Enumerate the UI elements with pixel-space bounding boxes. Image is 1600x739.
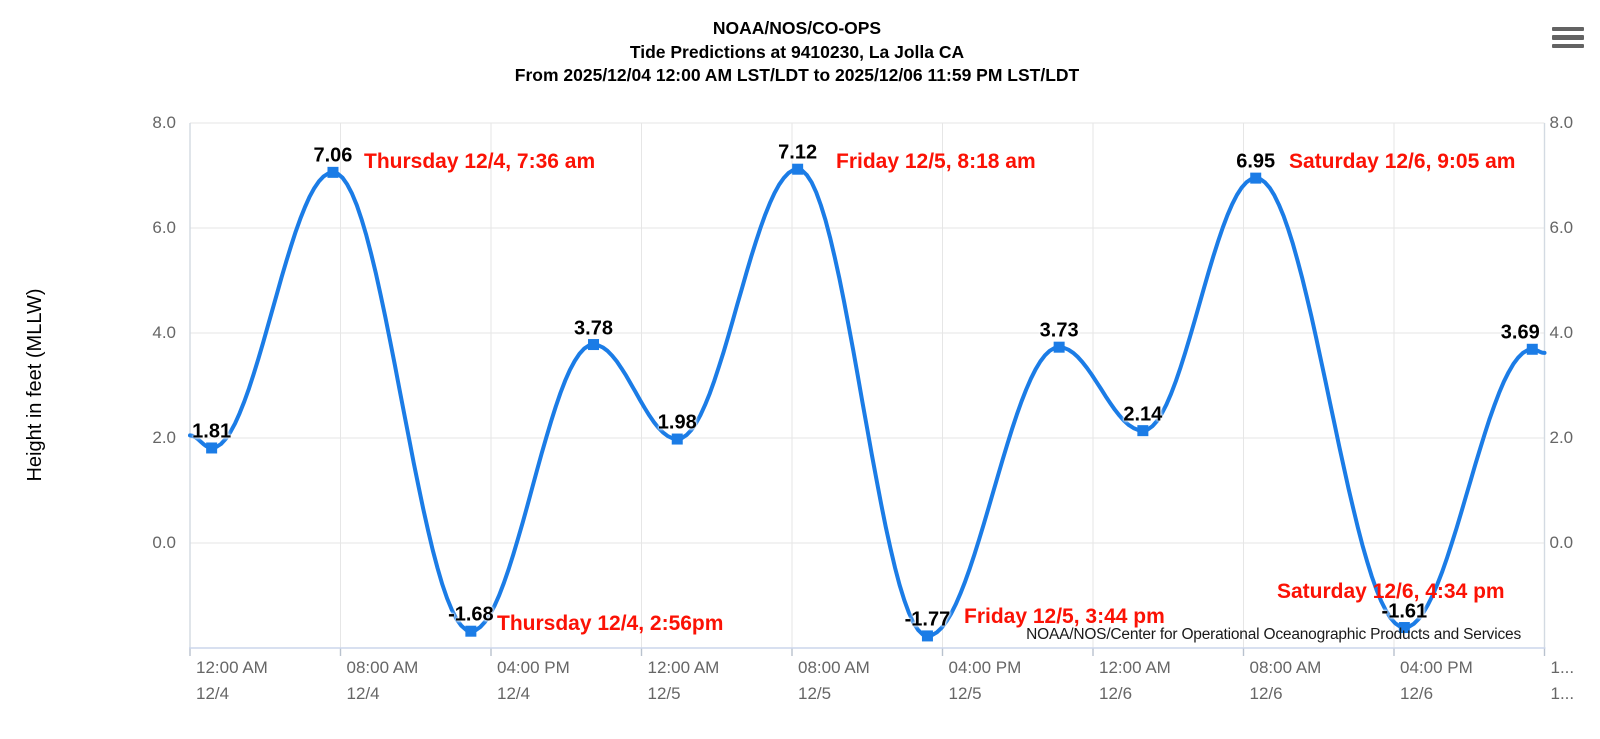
hamburger-bar — [1552, 43, 1584, 48]
x-axis-date: 12/5 — [948, 684, 982, 703]
x-axis-time: 04:00 PM — [1400, 658, 1473, 677]
data-point-marker — [792, 163, 804, 175]
point-value-label: -1.61 — [1381, 600, 1428, 623]
y-axis-label-right: 8.0 — [1549, 113, 1574, 132]
point-value-label: 6.95 — [1236, 150, 1276, 173]
data-point-marker — [1526, 343, 1538, 355]
y-axis-label-left: 2.0 — [152, 428, 176, 447]
data-point-marker — [327, 166, 339, 178]
tide-extreme-annotation: Saturday 12/6, 9:05 am — [1289, 150, 1516, 173]
x-axis-label: 12:00 AM 12/6 — [1099, 655, 1171, 707]
tide-extreme-annotation: Friday 12/5, 8:18 am — [836, 150, 1036, 173]
x-axis-label: 1... 1... — [1551, 655, 1575, 707]
x-axis-label: 12:00 AM 12/4 — [196, 655, 268, 707]
data-point-marker — [588, 339, 600, 351]
tide-extreme-annotation: Thursday 12/4, 7:36 am — [364, 150, 596, 173]
hamburger-bar — [1552, 35, 1584, 40]
x-axis-time: 08:00 AM — [798, 658, 870, 677]
x-axis-label: 12:00 AM 12/5 — [648, 655, 720, 707]
y-axis-label-right: 2.0 — [1549, 428, 1574, 447]
point-value-label: 2.14 — [1123, 403, 1163, 426]
point-value-label: 7.12 — [778, 141, 818, 164]
hamburger-menu-icon[interactable] — [1552, 27, 1584, 52]
x-axis-date: 12/4 — [346, 684, 380, 703]
noaa-watermark: NOAA/NOS/Center for Operational Oceanogr… — [1026, 626, 1521, 643]
point-value-label: -1.77 — [904, 608, 951, 631]
data-point-marker — [206, 442, 218, 454]
y-axis-label-left: 4.0 — [152, 323, 176, 342]
data-point-marker — [671, 433, 683, 445]
chart-title-line1: NOAA/NOS/CO-OPS — [712, 18, 882, 38]
tide-prediction-line — [188, 167, 1547, 638]
point-value-label: 3.69 — [1500, 321, 1540, 344]
chart-title-line3: From 2025/12/04 12:00 AM LST/LDT to 2025… — [514, 65, 1080, 85]
hamburger-bar — [1552, 27, 1584, 32]
data-point-marker — [465, 625, 477, 637]
x-axis-label: 04:00 PM 12/5 — [949, 655, 1022, 707]
x-axis-label: 08:00 AM 12/4 — [347, 655, 419, 707]
x-axis-date: 12/4 — [497, 684, 531, 703]
data-point-marker — [1398, 622, 1410, 634]
x-axis-time: 04:00 PM — [948, 658, 1022, 677]
x-axis-time: 12:00 AM — [196, 658, 268, 677]
x-axis-time: 1... — [1550, 658, 1575, 677]
point-value-label: 3.73 — [1039, 319, 1079, 342]
point-value-label: 7.06 — [313, 144, 353, 167]
x-axis-label: 04:00 PM 12/6 — [1400, 655, 1473, 707]
point-value-label: 1.98 — [657, 411, 697, 434]
tide-extreme-annotation: Saturday 12/6, 4:34 pm — [1277, 580, 1505, 603]
y-axis-label-left: 0.0 — [152, 533, 176, 552]
tide-extreme-annotation: Thursday 12/4, 2:56pm — [497, 612, 724, 635]
x-axis-label: 04:00 PM 12/4 — [497, 655, 570, 707]
y-axis-label-right: 6.0 — [1549, 218, 1574, 237]
point-value-label: 1.81 — [192, 420, 232, 443]
data-point-marker — [1250, 172, 1262, 184]
y-axis-label-right: 0.0 — [1549, 533, 1574, 552]
tide-extreme-annotation: Friday 12/5, 3:44 pm — [964, 605, 1165, 628]
y-axis-label-left: 6.0 — [152, 218, 176, 237]
data-point-marker — [1053, 341, 1065, 353]
x-axis-date: 12/5 — [647, 684, 681, 703]
x-axis-date: 12/6 — [1400, 684, 1434, 703]
x-axis-time: 08:00 AM — [346, 658, 419, 677]
x-axis-time: 08:00 AM — [1249, 658, 1322, 677]
x-axis-date: 12/4 — [196, 684, 230, 703]
chart-title-line2: Tide Predictions at 9410230, La Jolla CA — [629, 41, 965, 62]
x-axis-date: 12/6 — [1099, 684, 1133, 703]
x-axis-date: 12/6 — [1249, 684, 1283, 703]
y-axis-label-right: 4.0 — [1549, 323, 1574, 342]
x-axis-time: 12:00 AM — [1099, 658, 1171, 677]
point-value-label: 3.78 — [574, 317, 613, 340]
x-axis-time: 04:00 PM — [497, 658, 570, 677]
x-axis-date: 12/5 — [798, 684, 832, 703]
x-axis-label: 08:00 AM 12/5 — [798, 655, 870, 707]
data-point-marker — [921, 630, 933, 642]
y-axis-label-left: 8.0 — [152, 113, 176, 132]
x-axis-time: 12:00 AM — [647, 658, 720, 677]
data-point-marker — [1137, 425, 1149, 437]
chart-title: NOAA/NOS/CO-OPS Tide Predictions at 9410… — [0, 17, 1594, 88]
x-axis-label: 08:00 AM 12/6 — [1250, 655, 1322, 707]
point-value-label: -1.68 — [448, 603, 494, 626]
x-axis-date: 1... — [1550, 684, 1575, 703]
